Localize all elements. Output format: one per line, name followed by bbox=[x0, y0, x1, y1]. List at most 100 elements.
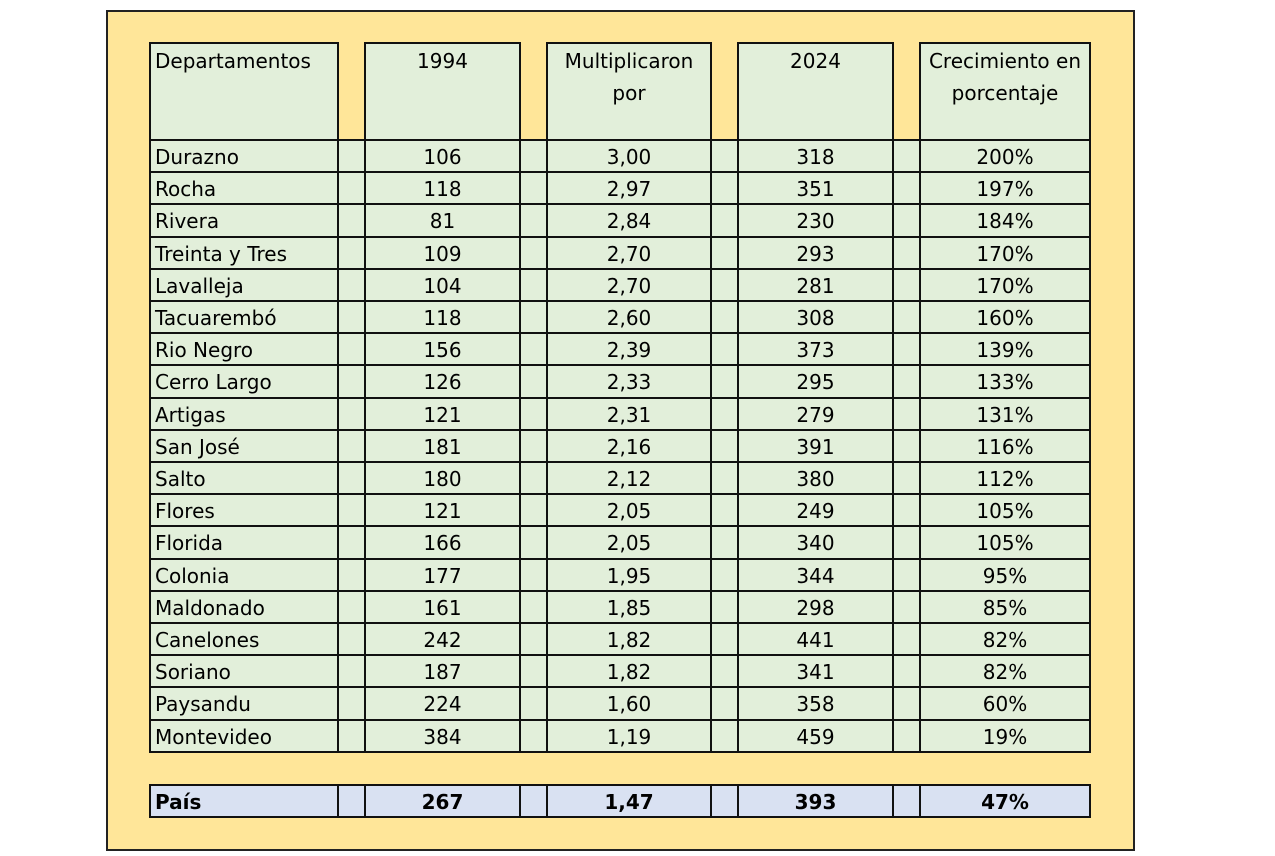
table-cell: Salto bbox=[149, 461, 339, 495]
table-cell: 85% bbox=[919, 590, 1091, 624]
spacer-cell bbox=[519, 590, 548, 624]
table-cell: 3,00 bbox=[546, 139, 712, 173]
spacer-cell bbox=[337, 236, 366, 270]
spacer-cell bbox=[519, 622, 548, 656]
table-cell: 160% bbox=[919, 300, 1091, 334]
table-cell: 2,70 bbox=[546, 236, 712, 270]
table-cell: 95% bbox=[919, 558, 1091, 592]
table-cell: 298 bbox=[737, 590, 894, 624]
spacer-cell bbox=[892, 268, 921, 302]
table-cell: 177 bbox=[364, 558, 521, 592]
table-cell: 318 bbox=[737, 139, 894, 173]
spacer-cell bbox=[337, 300, 366, 334]
table-cell: 344 bbox=[737, 558, 894, 592]
table-cell: Durazno bbox=[149, 139, 339, 173]
table-cell: 82% bbox=[919, 654, 1091, 688]
table-cell: 224 bbox=[364, 686, 521, 721]
table-cell: 1,85 bbox=[546, 590, 712, 624]
spacer-cell bbox=[337, 686, 366, 721]
spacer-cell bbox=[892, 654, 921, 688]
total-label: País bbox=[149, 784, 339, 818]
table-cell: 60% bbox=[919, 686, 1091, 721]
table-cell: 2,84 bbox=[546, 203, 712, 238]
table-cell: 2,12 bbox=[546, 461, 712, 495]
table-cell: 81 bbox=[364, 203, 521, 238]
table-cell: 133% bbox=[919, 364, 1091, 399]
table-cell: 1,82 bbox=[546, 622, 712, 656]
table-cell: 391 bbox=[737, 429, 894, 463]
table-cell: 156 bbox=[364, 332, 521, 366]
spacer-cell bbox=[892, 686, 921, 721]
table-cell: 351 bbox=[737, 171, 894, 205]
spacer-cell bbox=[519, 364, 548, 399]
table-cell: 1,82 bbox=[546, 654, 712, 688]
spacer-cell bbox=[710, 493, 739, 527]
table-cell: 1,95 bbox=[546, 558, 712, 592]
table-cell: 82% bbox=[919, 622, 1091, 656]
table-cell: 200% bbox=[919, 139, 1091, 173]
table-cell: 340 bbox=[737, 525, 894, 560]
spacer-cell bbox=[892, 236, 921, 270]
table-cell: 279 bbox=[737, 397, 894, 431]
spacer-cell bbox=[892, 590, 921, 624]
spacer-cell bbox=[337, 654, 366, 688]
table-cell: 170% bbox=[919, 268, 1091, 302]
table-cell: Paysandu bbox=[149, 686, 339, 721]
spacer-cell bbox=[710, 268, 739, 302]
spacer-cell bbox=[519, 461, 548, 495]
table-cell: 105% bbox=[919, 493, 1091, 527]
spacer-cell bbox=[519, 719, 548, 753]
table-cell: 197% bbox=[919, 171, 1091, 205]
spacer-cell bbox=[519, 268, 548, 302]
spacer-cell bbox=[892, 364, 921, 399]
table-cell: 459 bbox=[737, 719, 894, 753]
table-cell: Florida bbox=[149, 525, 339, 560]
spacer-cell bbox=[710, 364, 739, 399]
spacer-cell bbox=[892, 397, 921, 431]
header-crecimiento: Crecimiento en porcentaje bbox=[919, 42, 1091, 141]
spacer-cell bbox=[710, 236, 739, 270]
table-cell: 242 bbox=[364, 622, 521, 656]
table-cell: San José bbox=[149, 429, 339, 463]
spacer-cell bbox=[710, 300, 739, 334]
spacer-cell bbox=[337, 461, 366, 495]
spacer-cell bbox=[519, 525, 548, 560]
table-cell: 187 bbox=[364, 654, 521, 688]
table-cell: 380 bbox=[737, 461, 894, 495]
spacer-cell bbox=[519, 784, 548, 818]
table-cell: 118 bbox=[364, 300, 521, 334]
table-cell: Lavalleja bbox=[149, 268, 339, 302]
spacer-cell bbox=[519, 171, 548, 205]
header-spacer bbox=[339, 42, 364, 139]
table-cell: 170% bbox=[919, 236, 1091, 270]
spacer-cell bbox=[519, 429, 548, 463]
table-cell: 2,31 bbox=[546, 397, 712, 431]
spacer-cell bbox=[519, 686, 548, 721]
table-cell: 2,97 bbox=[546, 171, 712, 205]
table-cell: 106 bbox=[364, 139, 521, 173]
spacer-cell bbox=[519, 139, 548, 173]
table-cell: 2,33 bbox=[546, 364, 712, 399]
spacer-cell bbox=[519, 203, 548, 238]
table-cell: 373 bbox=[737, 332, 894, 366]
table-cell: 116% bbox=[919, 429, 1091, 463]
table-cell: Rivera bbox=[149, 203, 339, 238]
spacer-cell bbox=[337, 719, 366, 753]
table-cell: Cerro Largo bbox=[149, 364, 339, 399]
header-2024: 2024 bbox=[737, 42, 894, 141]
table-cell: Treinta y Tres bbox=[149, 236, 339, 270]
table-cell: 131% bbox=[919, 397, 1091, 431]
table-cell: 118 bbox=[364, 171, 521, 205]
total-cell: 267 bbox=[364, 784, 521, 818]
spacer-cell bbox=[710, 203, 739, 238]
header-departamentos: Departamentos bbox=[149, 42, 339, 141]
spacer-cell bbox=[892, 203, 921, 238]
table-cell: 166 bbox=[364, 525, 521, 560]
table-cell: 104 bbox=[364, 268, 521, 302]
total-cell: 47% bbox=[919, 784, 1091, 818]
header-spacer bbox=[712, 42, 737, 139]
table-cell: Colonia bbox=[149, 558, 339, 592]
spacer-cell bbox=[519, 558, 548, 592]
table-cell: 1,19 bbox=[546, 719, 712, 753]
table-cell: 139% bbox=[919, 332, 1091, 366]
